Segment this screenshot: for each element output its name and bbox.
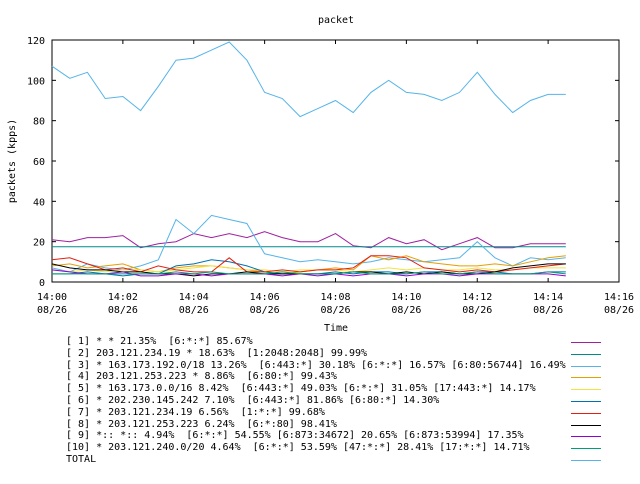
legend-entry: [ 5] * 163.173.0.0/16 8.42% [6:443:*] 49…: [66, 383, 536, 395]
legend-entry: [ 1] * * 21.35% [6:*:*] 85.67%: [66, 336, 253, 347]
x-tick-label-time: 14:12: [462, 292, 492, 303]
x-tick-label-time: 14:02: [108, 292, 138, 303]
series-line-5: [51, 265, 566, 273]
series-line-7: [51, 255, 566, 273]
x-tick-label-time: 14:14: [533, 292, 563, 303]
y-tick-label: 120: [27, 36, 45, 47]
series-line-1: [51, 231, 566, 251]
x-tick-label-date: 08/26: [37, 305, 67, 316]
x-tick-label-date: 08/26: [391, 305, 421, 316]
x-tick-label-date: 08/26: [179, 305, 209, 316]
legend-swatch: [571, 389, 601, 391]
legend-swatch: [571, 353, 601, 355]
legend-entry: [ 8] * 203.121.253.223 6.24% [6:*:80] 98…: [66, 418, 337, 430]
x-tick-label-date: 08/26: [604, 305, 634, 316]
legend-entry: [10] * 203.121.240.0/20 4.64% [6:*:*] 53…: [66, 442, 530, 454]
chart-title: packet: [318, 15, 354, 26]
legend-swatch: [571, 436, 601, 438]
x-tick-label-date: 08/26: [108, 305, 138, 316]
legend-entry: [ 9] *:: *:: 4.94% [6:*:*] 54.55% [6:873…: [66, 430, 524, 442]
legend-swatch: [571, 424, 601, 426]
legend-swatch: [571, 342, 601, 343]
legend-entry: [ 4] 203.121.253.223 * 8.86% [6:80:*] 99…: [66, 371, 337, 383]
x-tick-label-date: 08/26: [533, 305, 563, 316]
legend-entry: [ 2] 203.121.234.19 * 18.63% [1:2048:204…: [66, 347, 368, 359]
x-tick-label-time: 14:06: [250, 292, 280, 303]
x-tick-label-time: 14:04: [179, 292, 209, 303]
legend-entry: TOTAL: [66, 454, 97, 465]
x-tick-label-time: 14:00: [37, 292, 67, 303]
series-lines: [51, 41, 566, 277]
x-tick-label-time: 14:16: [604, 292, 634, 303]
legend-swatch: [571, 460, 601, 461]
x-tick-label-date: 08/26: [250, 305, 280, 316]
series-line-11: [51, 41, 566, 118]
series-line-9: [51, 269, 566, 277]
legend-swatch: [571, 401, 601, 402]
y-tick-label: 0: [39, 278, 45, 289]
y-tick-label: 20: [33, 238, 45, 249]
y-tick-label: 80: [33, 117, 45, 128]
legend-swatch: [571, 377, 601, 379]
x-axis-label: Time: [324, 323, 348, 334]
legend-entry: [ 7] * 203.121.234.19 6.56% [1:*:*] 99.6…: [66, 406, 325, 418]
legend-entry: [ 3] * 163.173.192.0/18 13.26% [6:443:*]…: [66, 359, 566, 371]
y-axis-label: packets (kpps): [7, 119, 18, 203]
x-tick-label-time: 14:08: [320, 292, 350, 303]
legend-swatch: [571, 448, 601, 450]
x-tick-label-time: 14:10: [391, 292, 421, 303]
y-tick-label: 100: [27, 76, 45, 87]
legend-swatch: [571, 365, 601, 367]
axes: 0 20 40 60 80 100 120 14:00 08/26 14:02 08/26 14:04…: [27, 36, 634, 316]
series-line-3: [51, 214, 566, 273]
legend-entry: [ 6] * 202.230.145.242 7.10% [6:443:*] 8…: [66, 395, 440, 406]
y-tick-label: 40: [33, 197, 45, 208]
legend-swatch: [571, 412, 601, 414]
x-tick-label-date: 08/26: [320, 305, 350, 316]
x-tick-label-date: 08/26: [462, 305, 492, 316]
y-tick-label: 60: [33, 157, 45, 168]
series-line-10: [52, 271, 566, 275]
